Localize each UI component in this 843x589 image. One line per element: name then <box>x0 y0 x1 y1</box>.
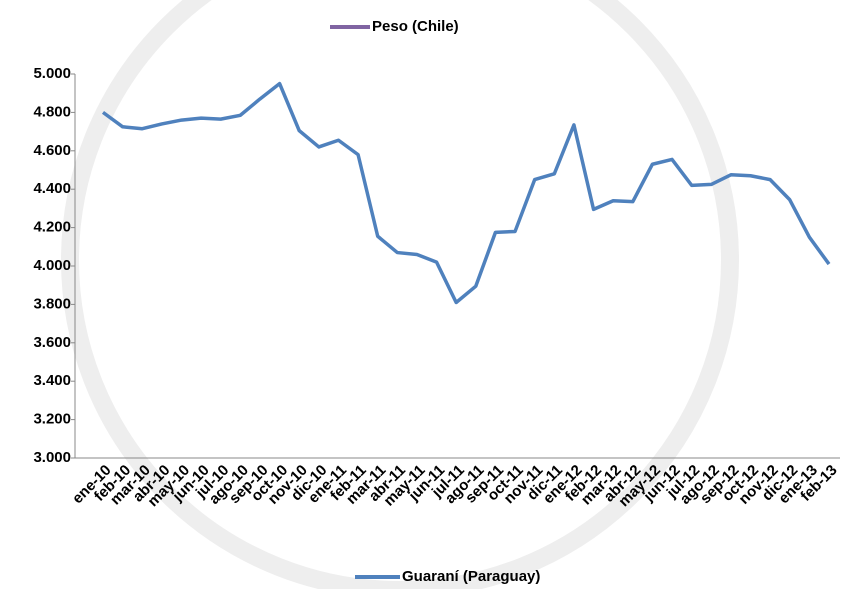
y-tick-label: 4.200 <box>33 219 71 236</box>
legend-label: Guaraní (Paraguay) <box>402 568 540 585</box>
legend: Guaraní (Paraguay) <box>355 568 540 585</box>
series-line <box>101 81 831 305</box>
y-tick-label: 4.400 <box>33 180 71 197</box>
watermark <box>61 0 739 589</box>
y-tick-label: 3.200 <box>33 411 71 428</box>
y-tick-label: 3.000 <box>33 449 71 466</box>
legend-label: Peso (Chile) <box>372 18 459 35</box>
y-tick-label: 3.800 <box>33 295 71 312</box>
y-tick-label: 5.000 <box>33 65 71 82</box>
y-tick-label: 4.600 <box>33 142 71 159</box>
y-tick-label: 3.400 <box>33 372 71 389</box>
y-tick-label: 4.000 <box>33 257 71 274</box>
y-tick-label: 4.800 <box>33 103 71 120</box>
y-tick-label: 3.600 <box>33 334 71 351</box>
legend: Peso (Chile) <box>330 18 459 35</box>
